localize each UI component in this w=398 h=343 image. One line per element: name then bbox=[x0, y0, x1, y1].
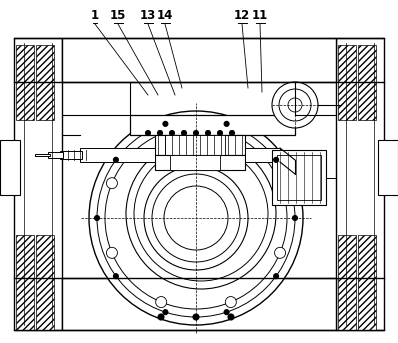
Circle shape bbox=[97, 119, 295, 317]
Circle shape bbox=[193, 314, 199, 320]
Bar bbox=[358, 45, 376, 120]
Bar bbox=[130, 115, 295, 135]
Circle shape bbox=[225, 128, 236, 139]
Bar bbox=[16, 235, 34, 330]
Text: 14: 14 bbox=[157, 9, 173, 22]
Circle shape bbox=[275, 247, 286, 258]
Circle shape bbox=[181, 130, 187, 135]
Circle shape bbox=[205, 130, 211, 135]
Circle shape bbox=[170, 130, 174, 135]
Bar bbox=[245, 148, 280, 162]
Circle shape bbox=[156, 128, 167, 139]
Circle shape bbox=[106, 247, 117, 258]
Circle shape bbox=[273, 157, 279, 162]
Bar bbox=[272, 150, 326, 205]
Bar bbox=[336, 38, 384, 330]
Bar bbox=[358, 235, 376, 330]
Bar bbox=[165, 135, 225, 155]
Circle shape bbox=[158, 314, 164, 320]
Bar bbox=[35, 154, 50, 156]
Circle shape bbox=[193, 130, 199, 135]
Circle shape bbox=[217, 130, 222, 135]
Bar bbox=[62, 278, 336, 330]
Bar bbox=[36, 235, 54, 330]
Circle shape bbox=[272, 82, 318, 128]
Circle shape bbox=[164, 186, 228, 250]
Circle shape bbox=[230, 130, 234, 135]
Circle shape bbox=[224, 121, 229, 126]
Text: 15: 15 bbox=[110, 9, 126, 22]
Text: 12: 12 bbox=[234, 9, 250, 22]
Bar bbox=[155, 135, 245, 155]
Bar bbox=[170, 155, 220, 170]
Bar bbox=[378, 140, 398, 195]
Circle shape bbox=[273, 274, 279, 279]
Bar bbox=[36, 45, 54, 120]
Circle shape bbox=[134, 147, 268, 281]
Bar bbox=[62, 38, 336, 82]
Bar bbox=[277, 155, 321, 200]
Circle shape bbox=[279, 89, 311, 121]
Text: 1: 1 bbox=[91, 9, 99, 22]
Circle shape bbox=[156, 297, 167, 308]
Circle shape bbox=[228, 314, 234, 320]
Bar bbox=[80, 148, 155, 162]
Circle shape bbox=[293, 215, 297, 221]
Circle shape bbox=[89, 111, 303, 325]
Circle shape bbox=[288, 98, 302, 112]
Circle shape bbox=[126, 139, 276, 289]
Bar bbox=[60, 151, 82, 159]
Circle shape bbox=[94, 215, 100, 221]
Circle shape bbox=[113, 157, 119, 162]
Bar bbox=[48, 152, 63, 158]
Text: 13: 13 bbox=[140, 9, 156, 22]
Circle shape bbox=[106, 178, 117, 189]
Circle shape bbox=[163, 121, 168, 126]
Circle shape bbox=[224, 310, 229, 315]
Circle shape bbox=[105, 127, 287, 309]
Bar bbox=[338, 235, 356, 330]
Circle shape bbox=[163, 310, 168, 315]
Circle shape bbox=[225, 297, 236, 308]
Circle shape bbox=[152, 174, 240, 262]
Circle shape bbox=[158, 130, 162, 135]
Bar bbox=[14, 38, 62, 330]
Bar bbox=[0, 140, 20, 195]
Circle shape bbox=[275, 178, 286, 189]
Text: 11: 11 bbox=[252, 9, 268, 22]
Bar bbox=[155, 155, 245, 170]
Bar bbox=[338, 45, 356, 120]
Circle shape bbox=[144, 166, 248, 270]
Circle shape bbox=[113, 274, 119, 279]
Bar bbox=[16, 45, 34, 120]
Circle shape bbox=[146, 130, 150, 135]
